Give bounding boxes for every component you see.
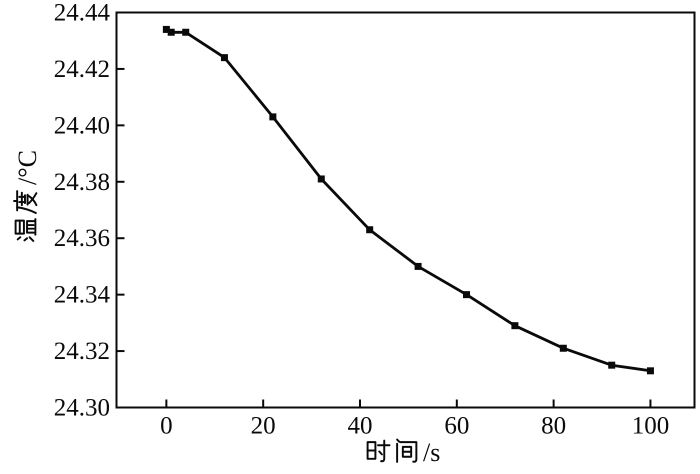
data-point xyxy=(167,28,175,36)
glyph-stroke xyxy=(16,206,37,214)
data-point xyxy=(559,344,567,352)
data-point xyxy=(182,28,190,36)
glyph-stroke xyxy=(366,441,377,460)
glyph-stroke xyxy=(399,441,418,463)
data-line xyxy=(165,28,651,373)
data-point xyxy=(414,262,422,270)
y-tick-label: 24.38 xyxy=(54,169,110,196)
data-point xyxy=(220,54,228,62)
glyph-stroke xyxy=(16,236,22,241)
x-tick-label: 80 xyxy=(541,413,566,440)
data-point xyxy=(366,226,374,234)
y-tick-label: 24.36 xyxy=(54,225,110,252)
x-tick-label: 60 xyxy=(444,413,469,440)
y-tick-label: 24.34 xyxy=(54,282,111,309)
data-point xyxy=(317,175,325,183)
x-tick-label: 40 xyxy=(347,413,372,440)
glyph-shi xyxy=(366,439,391,463)
x-axis-title-group: /s xyxy=(366,438,440,467)
glyph-stroke xyxy=(401,445,413,458)
y-tick-label: 24.42 xyxy=(54,56,110,83)
y-tick-label: 24.30 xyxy=(54,395,110,422)
glyph-stroke xyxy=(28,236,35,242)
y-axis-title: /°C xyxy=(13,150,42,242)
data-point xyxy=(462,291,470,299)
x-tick-label: 100 xyxy=(632,413,670,440)
data-point xyxy=(269,113,277,121)
glyph-stroke xyxy=(378,450,383,456)
plot-border xyxy=(115,11,696,409)
glyph-wen xyxy=(14,218,37,242)
glyph-jian xyxy=(396,438,418,463)
data-point xyxy=(162,25,170,33)
plot-frame xyxy=(115,11,696,409)
x-tick-label: 20 xyxy=(251,413,276,440)
x-axis-unit-text: /s xyxy=(423,438,440,467)
y-tick-label: 24.32 xyxy=(54,338,110,365)
glyph-stroke xyxy=(380,439,386,463)
y-axis-unit-text: /°C xyxy=(13,150,42,185)
glyph-stroke xyxy=(23,237,29,242)
data-point xyxy=(511,322,519,330)
data-point xyxy=(608,361,616,369)
y-tick-label: 24.40 xyxy=(54,112,110,139)
data-point xyxy=(646,367,654,375)
glyph-stroke xyxy=(396,438,401,443)
y-tick-label: 24.44 xyxy=(54,0,111,27)
glyph-stroke xyxy=(14,219,25,235)
y-axis-title-group: /°C xyxy=(13,150,42,242)
glyph-stroke xyxy=(28,192,38,205)
x-axis: 0 20 40 60 80 100 xyxy=(160,399,670,440)
data-series xyxy=(162,25,654,375)
x-axis-title: /s xyxy=(366,438,440,467)
glyph-stroke xyxy=(26,220,35,234)
x-tick-label: 0 xyxy=(160,413,173,440)
y-axis: 24.30 24.32 24.34 24.36 24.38 24.40 24.42 24.44 xyxy=(54,0,125,422)
glyph-du xyxy=(13,190,38,214)
